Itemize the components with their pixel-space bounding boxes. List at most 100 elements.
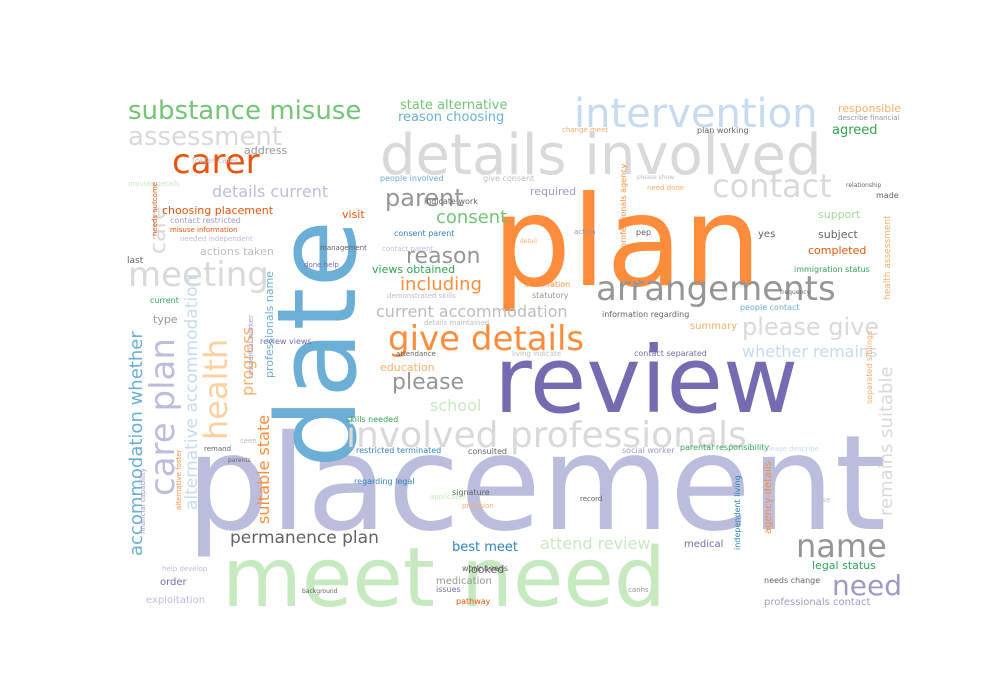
word-views-obtained: views obtained (372, 263, 456, 276)
word-detail: detail (520, 238, 537, 245)
word-separated-siblings: separated siblings (865, 330, 874, 404)
word-people-involved: people involved (380, 174, 444, 183)
word-remains-suitable: remains suitable (876, 366, 897, 516)
word-provision: provision (462, 502, 494, 510)
word-applicable: applicable (430, 493, 466, 501)
word-professionals-contact: professionals contact (764, 597, 871, 608)
word-management: management (320, 244, 367, 252)
word-information: information (524, 280, 571, 289)
word-give-consent: give consent (483, 174, 535, 183)
word-please-show: please show (637, 174, 675, 181)
word-please-give: please give (742, 313, 880, 341)
word-details-involved: details involved (380, 123, 822, 188)
word-best-meet: best meet (452, 540, 519, 555)
word-living-indicate: living indicate (512, 350, 562, 358)
word-information-regarding: information regarding (602, 310, 690, 319)
word-assessment: assessment (128, 122, 283, 152)
word-made: made (876, 191, 899, 200)
word-choosing-placement: choosing placement (162, 204, 274, 217)
word-consent: consent (436, 207, 508, 228)
word-legal-status: legal status (812, 559, 876, 572)
word-medical: medical (684, 539, 724, 550)
word-relationship: relationship (846, 182, 882, 189)
word-residential-worker: residential worker (247, 315, 255, 378)
word-people-contact: people contact (740, 303, 800, 312)
word-permanence-plan: permanence plan (230, 528, 379, 548)
word-review-views: review views (260, 337, 312, 346)
word-issues: issues (436, 585, 461, 594)
word-professionals-agency: professionals agency (619, 163, 628, 248)
word-please-describe: please describe (764, 445, 819, 453)
word-support: support (818, 208, 861, 221)
word-attend-review: attend review (540, 534, 651, 553)
word-arrangements: arrangements (596, 269, 836, 309)
word-last: last (127, 256, 144, 266)
word-frequency: frequency (780, 289, 811, 296)
word-help-develop: help develop (162, 565, 208, 573)
word-indicate-work: indicate work (424, 197, 478, 206)
word-including: including (400, 274, 482, 295)
word-medication: medication (436, 576, 492, 587)
word-current-accommodation: current accommodation (376, 302, 568, 321)
word-needs-change: needs change (764, 576, 821, 585)
word-skills-needed: skills needed (346, 415, 399, 424)
word-education: education (380, 361, 435, 374)
word-looked: looked (468, 563, 505, 576)
word-yes: yes (758, 229, 776, 240)
word-social-worker: social worker (622, 446, 675, 455)
word-need: need (832, 569, 902, 602)
word-address: address (244, 144, 288, 157)
word-change-meet: change meet (562, 126, 609, 134)
word-meeting: meeting (128, 255, 269, 295)
word-meet-need: meet need (222, 531, 666, 626)
word-consulted: consulted (468, 447, 507, 456)
word-remand: remand (204, 445, 232, 453)
word-details-maintained: details maintained (424, 319, 490, 327)
word-provide-details: provide details (128, 180, 180, 188)
word-contact: contact (712, 167, 832, 205)
word-independent-living: independent living (733, 475, 742, 550)
word-attendance: attendance (396, 350, 436, 358)
word-misuse-information: misuse information (170, 226, 238, 234)
word-state-alternative: state alternative (400, 98, 508, 113)
word-restricted-terminated: restricted terminated (356, 446, 442, 455)
word-details-current: details current (212, 182, 329, 201)
word-subject: subject (818, 228, 858, 241)
word-needs-outcome: needs outcome (151, 181, 159, 236)
word-responsible: responsible (838, 102, 902, 115)
word-action: action (574, 228, 596, 236)
word-substance-misuse: substance misuse (128, 96, 362, 126)
word-done-help: done help (304, 261, 339, 269)
word-professionals-name: professionals name (263, 270, 276, 378)
word-visit: visit (342, 208, 365, 221)
word-parent: parent (385, 184, 464, 212)
word-required: required (530, 185, 577, 198)
word-reason: reason (406, 244, 481, 269)
word-financial-capability: financial capability (139, 468, 147, 534)
word-actions-taken: actions taken (200, 245, 274, 258)
word-school: school (430, 396, 482, 415)
word-alternative-foster: alternative foster (175, 449, 183, 510)
word-alternative-accommodation: alternative accommodation (182, 275, 202, 510)
word-agency-details: agency details (763, 461, 774, 534)
word-background: background (302, 588, 338, 595)
word-pathway: pathway (456, 597, 491, 606)
word-placement: placement (186, 407, 887, 561)
word-intervention: intervention (574, 91, 818, 137)
word-summary: summary (690, 321, 738, 332)
word-regarding-legal: regarding legal (354, 477, 415, 486)
word-record: record (580, 495, 603, 503)
word-health-assessment: health assessment (883, 215, 893, 300)
word-suitable-state: suitable state (254, 414, 273, 524)
word-work-needs: work needs (462, 564, 509, 573)
word-order: order (160, 577, 187, 588)
word-parental-responsibility: parental responsibility (680, 443, 770, 452)
word-contact-parent: contact parent (382, 245, 434, 253)
word-signature: signature (452, 488, 490, 497)
word-contact-restricted: contact restricted (170, 216, 241, 225)
word-contact-separated: contact separated (634, 349, 707, 358)
word-demonstrated-skills: demonstrated skills (387, 292, 456, 300)
word-name: name (796, 527, 887, 565)
word-plan: plan (492, 170, 762, 315)
